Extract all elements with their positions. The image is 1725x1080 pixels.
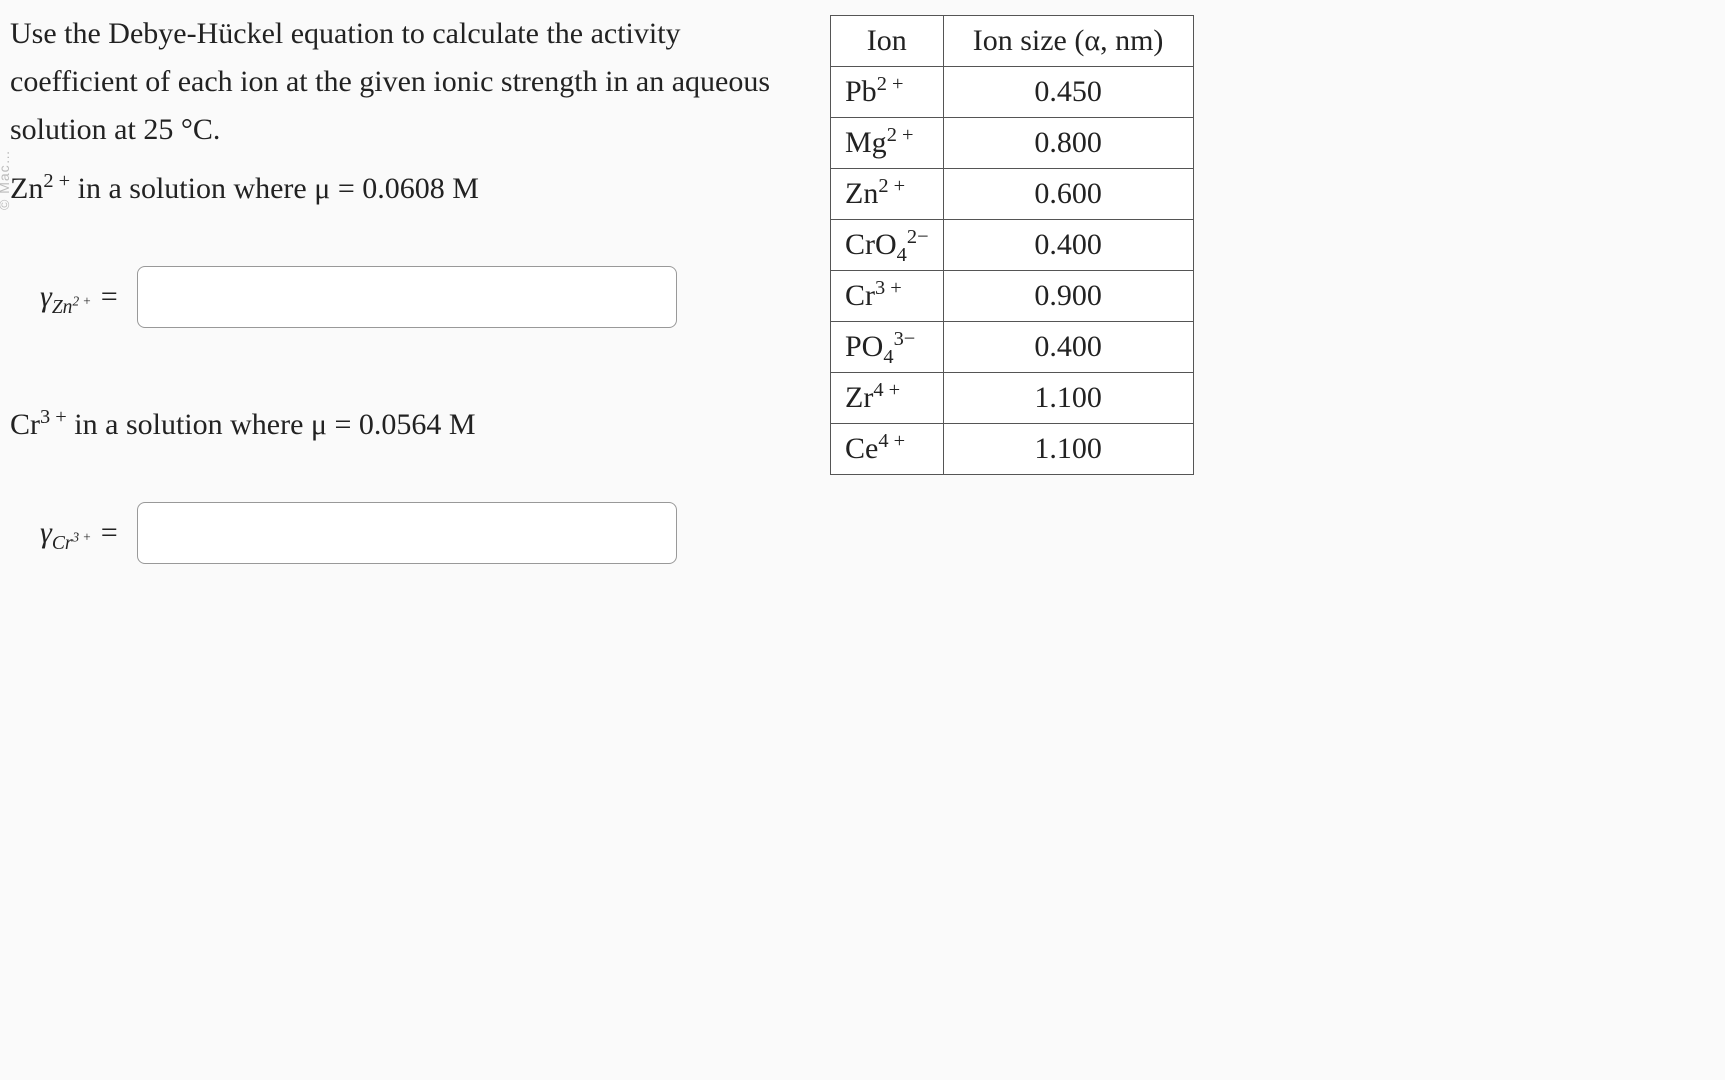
table-cell-size: 1.100 — [943, 373, 1193, 424]
table-row: CrO42−0.400 — [831, 220, 1194, 271]
table-row: Mg2 +0.800 — [831, 118, 1194, 169]
table-header-size: Ion size (α, nm) — [943, 16, 1193, 67]
table-cell-size: 0.450 — [943, 67, 1193, 118]
part-b-answer-input[interactable] — [137, 502, 677, 564]
part-b-ion: Cr3 + — [10, 408, 67, 441]
table-cell-ion: Cr3 + — [831, 271, 944, 322]
table-row: Ce4 +1.100 — [831, 424, 1194, 475]
table-row: Pb2 +0.450 — [831, 67, 1194, 118]
table-cell-ion: Pb2 + — [831, 67, 944, 118]
table-cell-ion: Zr4 + — [831, 373, 944, 424]
table-cell-size: 0.800 — [943, 118, 1193, 169]
question-left-column: Use the Debye-Hückel equation to calcula… — [10, 10, 790, 604]
part-b-solution-text: in a solution where μ = 0.0564 M — [74, 408, 475, 441]
table-row: Cr3 +0.900 — [831, 271, 1194, 322]
part-a-prompt: Zn2 + in a solution where μ = 0.0608 M — [10, 172, 790, 206]
question-prompt: Use the Debye-Hückel equation to calcula… — [10, 10, 790, 154]
part-b-prompt: Cr3 + in a solution where μ = 0.0564 M — [10, 408, 790, 442]
table-cell-size: 0.900 — [943, 271, 1193, 322]
part-a-ion: Zn2 + — [10, 172, 70, 205]
table-cell-size: 0.400 — [943, 220, 1193, 271]
part-a-answer-row: γZn2 + = — [40, 266, 790, 328]
table-cell-ion: Zn2 + — [831, 169, 944, 220]
part-b-answer-label: γCr3 + = — [40, 516, 119, 550]
table-row: Zn2 +0.600 — [831, 169, 1194, 220]
table-row: Zr4 +1.100 — [831, 373, 1194, 424]
part-a-answer-input[interactable] — [137, 266, 677, 328]
table-cell-size: 0.400 — [943, 322, 1193, 373]
part-b-answer-row: γCr3 + = — [40, 502, 790, 564]
table-cell-ion: Mg2 + — [831, 118, 944, 169]
table-row: PO43−0.400 — [831, 322, 1194, 373]
ion-size-table: Ion Ion size (α, nm) Pb2 +0.450Mg2 +0.80… — [830, 15, 1194, 475]
table-body: Pb2 +0.450Mg2 +0.800Zn2 +0.600CrO42−0.40… — [831, 67, 1194, 475]
table-cell-ion: CrO42− — [831, 220, 944, 271]
table-cell-size: 0.600 — [943, 169, 1193, 220]
question-container: Use the Debye-Hückel equation to calcula… — [10, 10, 1705, 604]
table-cell-ion: Ce4 + — [831, 424, 944, 475]
table-cell-size: 1.100 — [943, 424, 1193, 475]
part-a-answer-label: γZn2 + = — [40, 280, 119, 314]
table-header-ion: Ion — [831, 16, 944, 67]
table-header-row: Ion Ion size (α, nm) — [831, 16, 1194, 67]
ion-size-table-wrapper: Ion Ion size (α, nm) Pb2 +0.450Mg2 +0.80… — [830, 10, 1194, 475]
table-cell-ion: PO43− — [831, 322, 944, 373]
part-a-solution-text: in a solution where μ = 0.0608 M — [78, 172, 479, 205]
watermark-text: © Mac… — [0, 149, 12, 210]
